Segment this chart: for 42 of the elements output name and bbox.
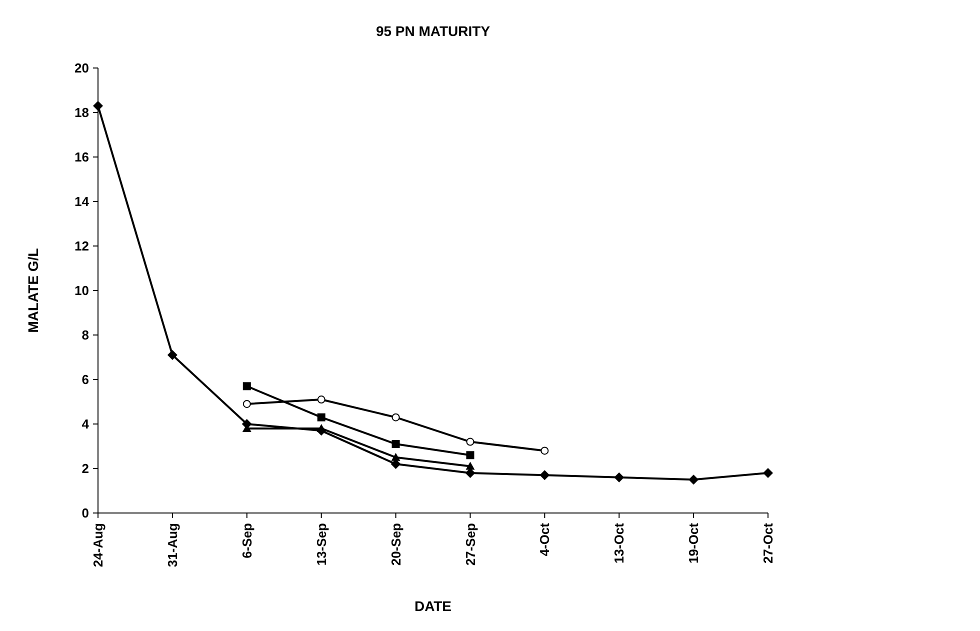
y-tick-label: 6 (82, 372, 89, 388)
y-tick-label: 8 (82, 328, 89, 343)
point (392, 413, 400, 422)
x-tick-label: 31-Aug (164, 522, 180, 568)
point (242, 419, 252, 429)
x-tick-label: 20-Sep (388, 522, 404, 566)
point (540, 470, 550, 480)
point (614, 472, 624, 482)
x-tick-label: 6-Sep (239, 522, 254, 558)
y-tick-label: 0 (82, 506, 89, 521)
point (540, 446, 549, 455)
y-tick-label: 12 (74, 238, 89, 254)
x-tick-label: 24-Aug (90, 522, 106, 568)
point (392, 440, 400, 448)
x-axis-title: DATE (414, 598, 452, 614)
x-tick-label: 13-Sep (314, 522, 329, 566)
point (242, 400, 251, 408)
x-tick-label: 19-Oct (686, 522, 702, 564)
y-tick-label: 2 (82, 461, 89, 476)
x-tick-label: 4-Oct (537, 522, 552, 556)
point (317, 413, 326, 422)
chart-title: 95 PN MATURITY (376, 23, 491, 39)
point (390, 459, 401, 470)
x-tick-label: 13-Oct (612, 522, 627, 564)
point (466, 451, 474, 460)
y-tick-label: 20 (74, 60, 89, 76)
point (316, 426, 326, 436)
y-tick-label: 4 (82, 416, 90, 432)
point (688, 474, 699, 485)
point (317, 396, 326, 404)
y-tick-label: 16 (74, 150, 89, 165)
point (466, 438, 474, 446)
y-tick-label: 14 (74, 194, 90, 210)
y-axis-title: MALATE G/L (25, 248, 41, 333)
point (242, 382, 251, 390)
y-tick-label: 10 (74, 283, 89, 298)
x-tick-label: 27-Oct (760, 522, 776, 564)
y-tick-label: 18 (74, 105, 89, 120)
point (93, 100, 103, 111)
x-tick-label: 27-Sep (462, 522, 478, 566)
point (763, 468, 773, 478)
point (167, 350, 178, 360)
